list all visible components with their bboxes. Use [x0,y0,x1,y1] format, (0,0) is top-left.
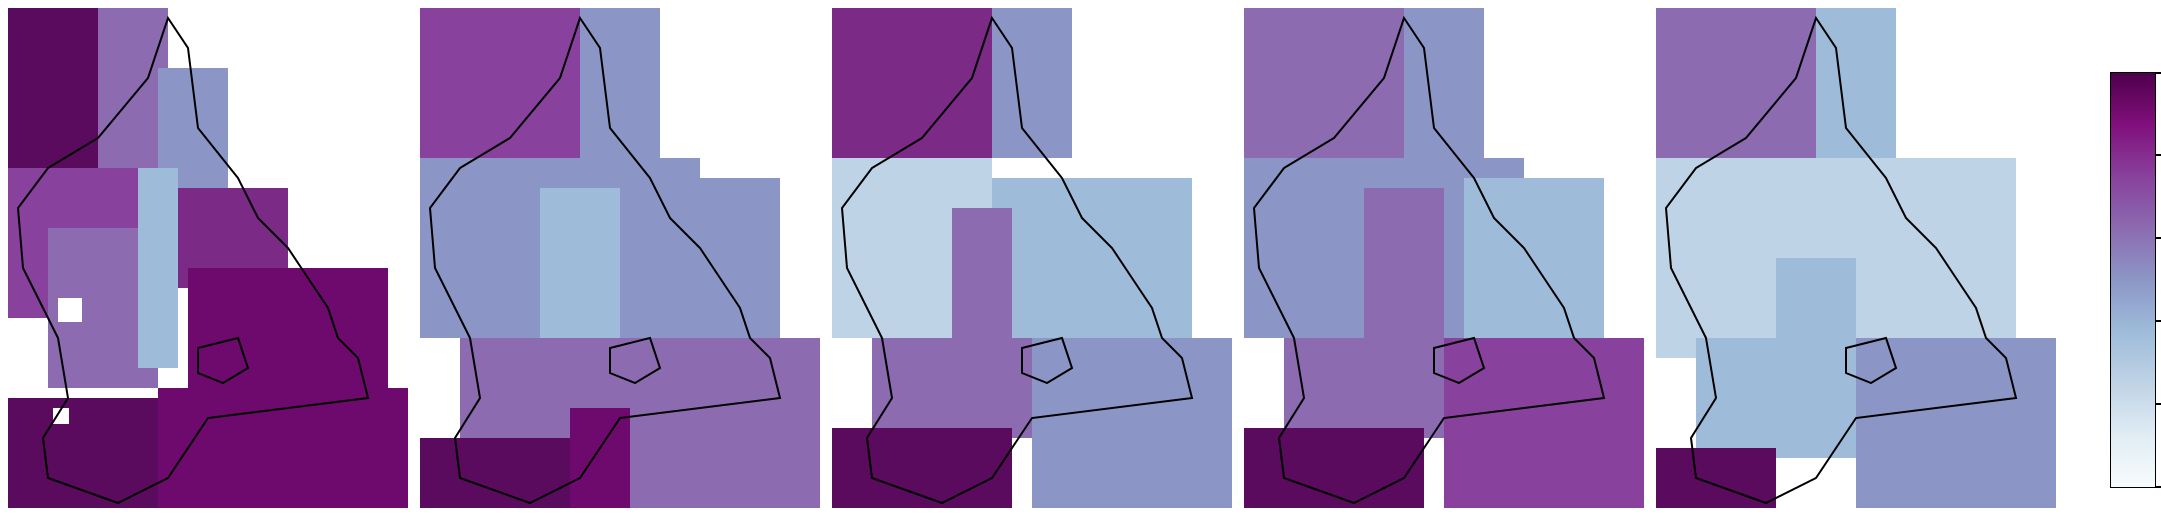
map-2-svg [420,8,820,508]
map-panel-2 [420,8,820,508]
map-panel-4 [1244,8,1644,508]
colorbar [2110,72,2156,488]
map-3-svg [832,8,1232,508]
map-panel-1 [8,8,408,508]
map-panel-3 [832,8,1232,508]
map-5-svg [1656,8,2056,508]
colorbar-tick-40 [2155,320,2161,322]
colorbar-tick-100 [2155,72,2161,74]
colorbar-tick-0 [2155,486,2161,488]
map-1-svg [8,8,408,508]
colorbar-tick-20 [2155,403,2161,405]
colorbar-tick-80 [2155,154,2161,156]
map-4-svg [1244,8,1644,508]
map-panel-5 [1656,8,2056,508]
colorbar-tick-60 [2155,237,2161,239]
